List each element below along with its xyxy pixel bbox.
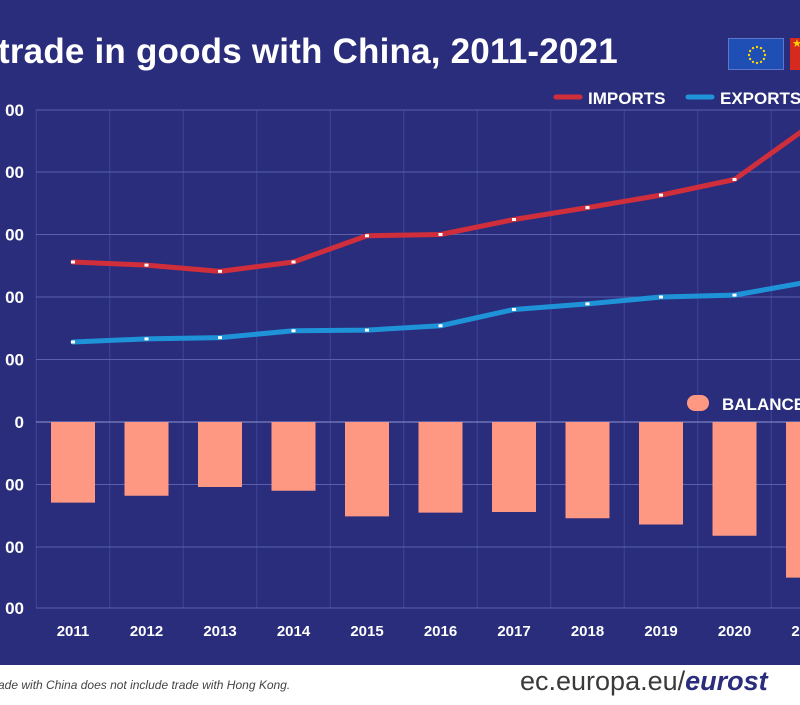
y-tick-label: 00 [5, 351, 24, 370]
china-flag-icon: ★ [790, 38, 800, 70]
balance-bar [639, 422, 683, 525]
trade-lines [70, 129, 800, 345]
data-point-marker [512, 308, 516, 311]
x-tick-label: 2013 [203, 623, 236, 640]
x-tick-label: 2021 [791, 623, 800, 640]
x-tick-label: 2017 [497, 623, 530, 640]
data-point-marker [659, 295, 663, 299]
balance-bar [345, 422, 389, 517]
data-point-marker [438, 233, 443, 236]
data-point-marker [218, 269, 222, 273]
source-brand: eurost [685, 666, 768, 696]
series-line-imports [70, 129, 800, 274]
balance-bars [51, 422, 800, 578]
x-tick-label: 2015 [350, 623, 383, 640]
data-point-marker [732, 293, 737, 297]
balance-bar [124, 422, 169, 496]
footnote: ade with China does not include trade wi… [0, 678, 291, 692]
legend-label-exports: EXPORTS [720, 89, 800, 108]
balance-bar [492, 422, 536, 512]
data-point-marker [659, 193, 663, 197]
data-point-marker [291, 260, 296, 264]
data-point-marker [71, 260, 75, 264]
data-point-marker [71, 340, 75, 344]
balance-bar [418, 422, 463, 513]
legend-label-balance: BALANCE [722, 395, 800, 414]
balance-bar [271, 422, 316, 491]
data-point-marker [438, 324, 443, 328]
legend-swatch-balance [687, 395, 709, 411]
source-credit[interactable]: ec.europa.eu/eurost [520, 666, 768, 697]
data-point-marker [585, 206, 590, 210]
x-tick-label: 2018 [571, 623, 604, 640]
y-tick-label: 0 [15, 413, 24, 432]
y-tick-label: 00 [5, 163, 24, 182]
x-tick-label: 2011 [57, 623, 90, 640]
y-tick-label: 00 [5, 476, 24, 495]
source-domain: ec.europa.eu/ [520, 666, 686, 696]
eu-flag-icon [728, 38, 784, 70]
y-tick-label: 00 [5, 599, 24, 618]
balance-bar [565, 422, 610, 519]
chart-title: trade in goods with China, 2011-2021 [0, 32, 618, 71]
series-line-exports [70, 280, 800, 345]
balance-bar [198, 422, 242, 487]
data-point-marker [144, 337, 149, 341]
legend: IMPORTS EXPORTS BALANCE [553, 89, 800, 414]
x-tick-label: 2012 [130, 623, 163, 640]
data-point-marker [585, 302, 590, 306]
y-tick-label: 00 [5, 226, 24, 245]
data-point-marker [291, 329, 296, 333]
grid-lines [35, 109, 800, 609]
balance-bar [786, 422, 800, 578]
x-axis-labels: 2011 2012 2013 2014 2015 2016 2017 2018 2019 2020… [57, 623, 800, 640]
balance-bar [51, 422, 95, 503]
x-tick-label: 2016 [424, 623, 457, 640]
data-point-marker [365, 234, 369, 238]
y-tick-label: 00 [5, 288, 24, 307]
data-point-marker [144, 263, 149, 267]
x-tick-label: 2020 [718, 623, 751, 640]
x-tick-label: 2019 [644, 623, 677, 640]
legend-label-imports: IMPORTS [588, 89, 665, 108]
y-tick-label: 00 [5, 101, 24, 120]
balance-bar [712, 422, 757, 536]
data-point-marker [365, 328, 369, 332]
data-point-marker [512, 218, 516, 221]
chart-panel: trade in goods with China, 2011-2021 ★ 0… [0, 0, 800, 665]
x-tick-label: 2014 [277, 623, 311, 640]
data-point-marker [218, 336, 222, 340]
y-tick-label: 00 [5, 538, 24, 557]
data-point-marker [732, 178, 737, 181]
